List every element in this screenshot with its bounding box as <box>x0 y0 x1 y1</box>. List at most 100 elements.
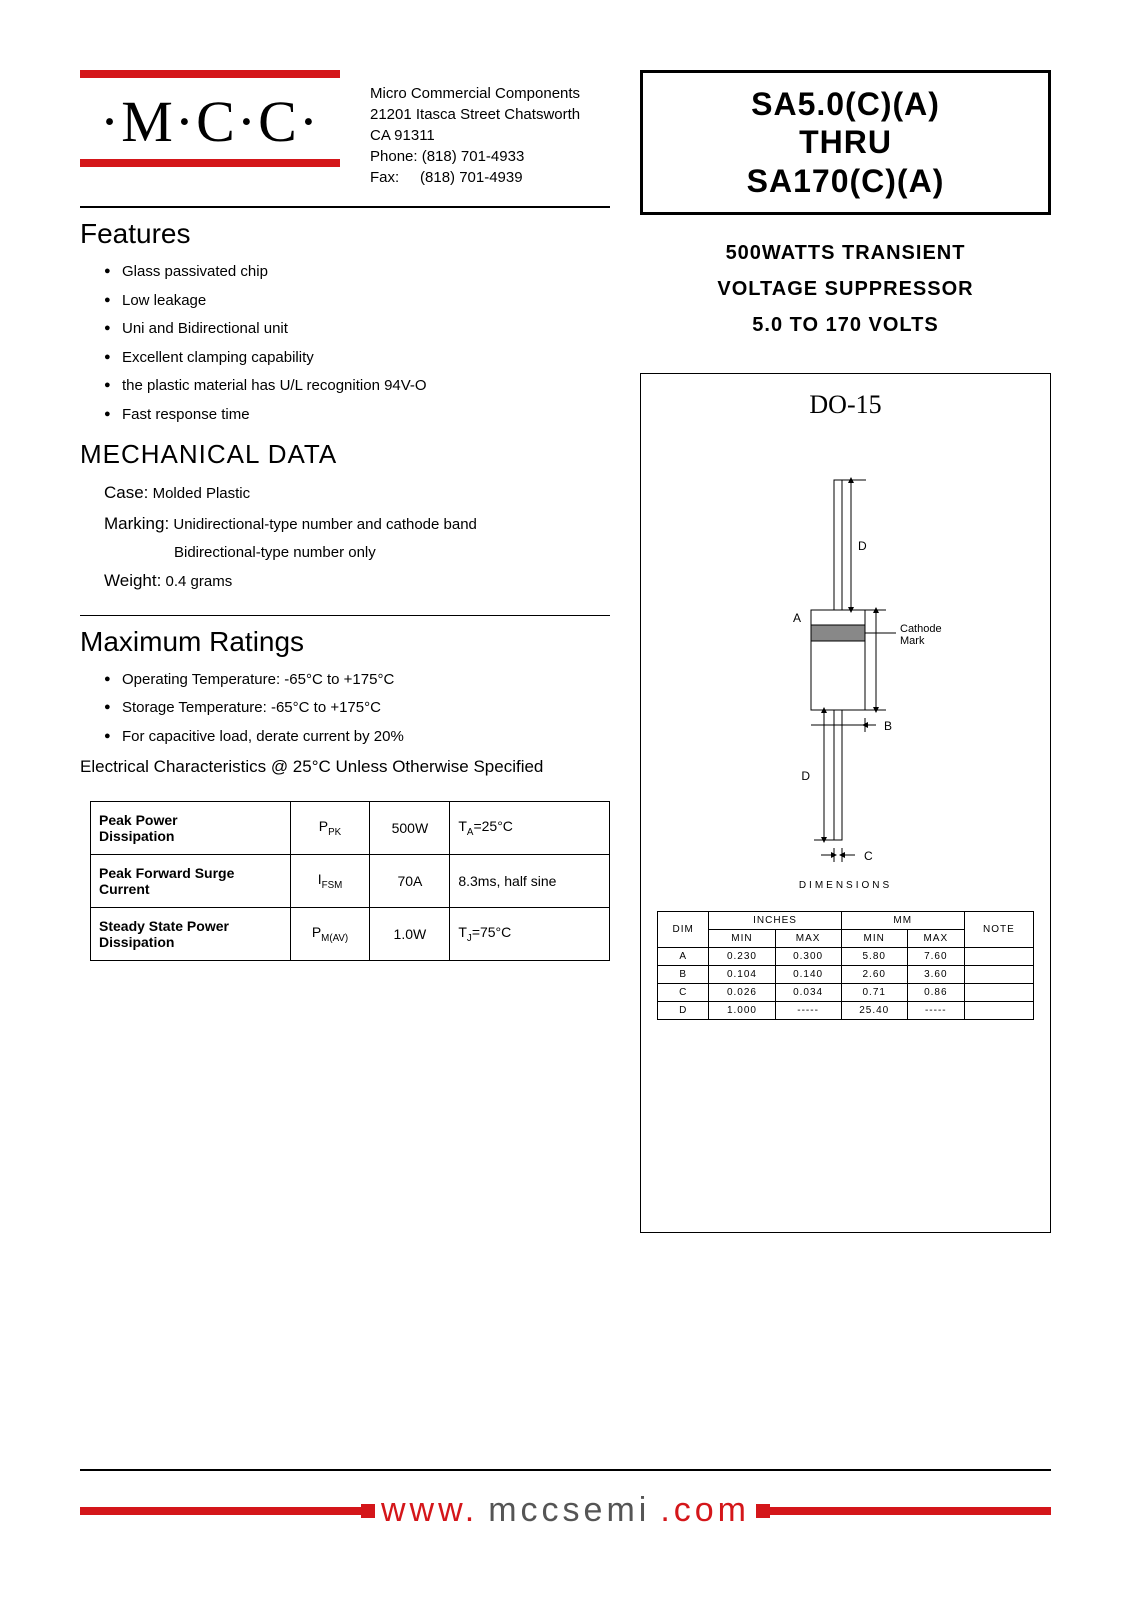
char-condition: TA=25°C <box>450 802 610 855</box>
char-condition: TJ=75°C <box>450 908 610 961</box>
dim-header-note: NOTE <box>964 912 1033 948</box>
dim-cell: 0.104 <box>709 966 775 984</box>
dim-label-d2: D <box>801 769 810 783</box>
package-diagram: D A Cathode Mark B D <box>716 460 976 880</box>
char-symbol: IFSM <box>290 855 370 908</box>
dim-label-d: D <box>858 539 867 553</box>
rule-1 <box>80 206 610 208</box>
dim-cell: ----- <box>775 1002 841 1020</box>
table-row: Steady State PowerDissipationPM(AV)1.0WT… <box>91 908 610 961</box>
package-name: DO-15 <box>657 390 1034 420</box>
dim-header-mm: MM <box>841 912 964 930</box>
dim-cell <box>964 1002 1033 1020</box>
electrical-note: Electrical Characteristics @ 25°C Unless… <box>80 757 610 777</box>
tagline-line1: 500WATTS TRANSIENT <box>640 235 1051 271</box>
feature-item: Uni and Bidirectional unit <box>104 315 610 344</box>
feature-item: Excellent clamping capability <box>104 344 610 373</box>
dim-header-min: MIN <box>709 930 775 948</box>
part-title-line3: SA170(C)(A) <box>661 162 1030 200</box>
dim-cell: ----- <box>907 1002 964 1020</box>
rating-item: Operating Temperature: -65°C to +175°C <box>104 666 610 695</box>
footer-domain: mccsemi <box>488 1491 650 1530</box>
characteristics-table: Peak PowerDissipationPPK500WTA=25°CPeak … <box>90 801 610 961</box>
features-heading: Features <box>80 218 610 250</box>
cathode-label-line1: Cathode <box>900 623 942 635</box>
dim-cell: 0.230 <box>709 948 775 966</box>
mech-marking-value1: Unidirectional-type number and cathode b… <box>173 516 477 533</box>
company-fax: Fax: (818) 701-4939 <box>370 167 610 188</box>
rating-item: Storage Temperature: -65°C to +175°C <box>104 694 610 723</box>
feature-item: Low leakage <box>104 287 610 316</box>
mech-marking-value2: Bidirectional-type number only <box>104 539 610 566</box>
char-symbol: PM(AV) <box>290 908 370 961</box>
company-address1: 21201 Itasca Street Chatsworth <box>370 104 610 125</box>
feature-item: Glass passivated chip <box>104 258 610 287</box>
footer-url: www. mccsemi .com <box>80 1491 1051 1530</box>
mech-weight: Weight: 0.4 grams <box>104 566 610 597</box>
dim-cell: 3.60 <box>907 966 964 984</box>
mech-case-value: Molded Plastic <box>153 485 251 502</box>
char-name: Peak Forward SurgeCurrent <box>91 855 291 908</box>
footer-tld: .com <box>660 1491 750 1530</box>
feature-item: Fast response time <box>104 401 610 430</box>
logo-bar-top <box>80 70 340 78</box>
tagline: 500WATTS TRANSIENT VOLTAGE SUPPRESSOR 5.… <box>640 235 1051 343</box>
dim-cell: D <box>658 1002 709 1020</box>
logo-text: ·M·C·C· <box>80 84 340 159</box>
dim-header-inches: INCHES <box>709 912 841 930</box>
footer-line-left <box>80 1507 371 1515</box>
table-row: Peak PowerDissipationPPK500WTA=25°C <box>91 802 610 855</box>
char-name: Steady State PowerDissipation <box>91 908 291 961</box>
table-row: A0.2300.3005.807.60 <box>658 948 1034 966</box>
dim-cell: 0.86 <box>907 984 964 1002</box>
mech-marking: Marking: Unidirectional-type number and … <box>104 509 610 540</box>
dim-cell: 0.140 <box>775 966 841 984</box>
part-title-line1: SA5.0(C)(A) <box>661 85 1030 123</box>
dim-cell: C <box>658 984 709 1002</box>
mech-marking-label: Marking: <box>104 514 169 533</box>
table-row: Peak Forward SurgeCurrentIFSM70A8.3ms, h… <box>91 855 610 908</box>
ratings-heading: Maximum Ratings <box>80 626 610 658</box>
dim-cell: B <box>658 966 709 984</box>
dim-cell: 0.026 <box>709 984 775 1002</box>
footer-www: www. <box>381 1491 478 1530</box>
company-address2: CA 91311 <box>370 125 610 146</box>
dim-label-c: C <box>864 849 873 863</box>
footer: www. mccsemi .com <box>80 1429 1051 1530</box>
mechanical-heading: MECHANICAL DATA <box>80 439 610 470</box>
features-list: Glass passivated chip Low leakage Uni an… <box>80 258 610 429</box>
dim-header-min2: MIN <box>841 930 907 948</box>
company-name: Micro Commercial Components <box>370 83 610 104</box>
mech-case-label: Case: <box>104 483 148 502</box>
feature-item: the plastic material has U/L recognition… <box>104 372 610 401</box>
mech-case: Case: Molded Plastic <box>104 478 610 509</box>
right-column: SA5.0(C)(A) THRU SA170(C)(A) 500WATTS TR… <box>640 70 1051 1233</box>
company-info: Micro Commercial Components 21201 Itasca… <box>340 83 610 188</box>
logo-block: ·M·C·C· <box>80 70 340 167</box>
dim-cell: 2.60 <box>841 966 907 984</box>
dim-cell: A <box>658 948 709 966</box>
dimensions-caption: DIMENSIONS <box>657 880 1034 891</box>
dim-header-dim: DIM <box>658 912 709 948</box>
package-box: DO-15 D <box>640 373 1051 1233</box>
dim-cell: 7.60 <box>907 948 964 966</box>
dim-cell: 0.300 <box>775 948 841 966</box>
dim-cell <box>964 948 1033 966</box>
company-phone: Phone: (818) 701-4933 <box>370 146 610 167</box>
char-symbol: PPK <box>290 802 370 855</box>
mech-weight-label: Weight: <box>104 571 161 590</box>
ratings-list: Operating Temperature: -65°C to +175°C S… <box>80 666 610 752</box>
dim-cell: 0.034 <box>775 984 841 1002</box>
table-row: D1.000-----25.40----- <box>658 1002 1034 1020</box>
cathode-label-line2: Mark <box>900 635 925 647</box>
char-name: Peak PowerDissipation <box>91 802 291 855</box>
table-row: C0.0260.0340.710.86 <box>658 984 1034 1002</box>
part-title-line2: THRU <box>661 123 1030 161</box>
rating-item: For capacitive load, derate current by 2… <box>104 723 610 752</box>
table-row: B0.1040.1402.603.60 <box>658 966 1034 984</box>
dim-header-max: MAX <box>775 930 841 948</box>
dimensions-table: DIM INCHES MM NOTE MIN MAX MIN MAX A0.23… <box>657 911 1034 1020</box>
logo-bar-bottom <box>80 159 340 167</box>
dim-cell: 0.71 <box>841 984 907 1002</box>
char-value: 1.0W <box>370 908 450 961</box>
